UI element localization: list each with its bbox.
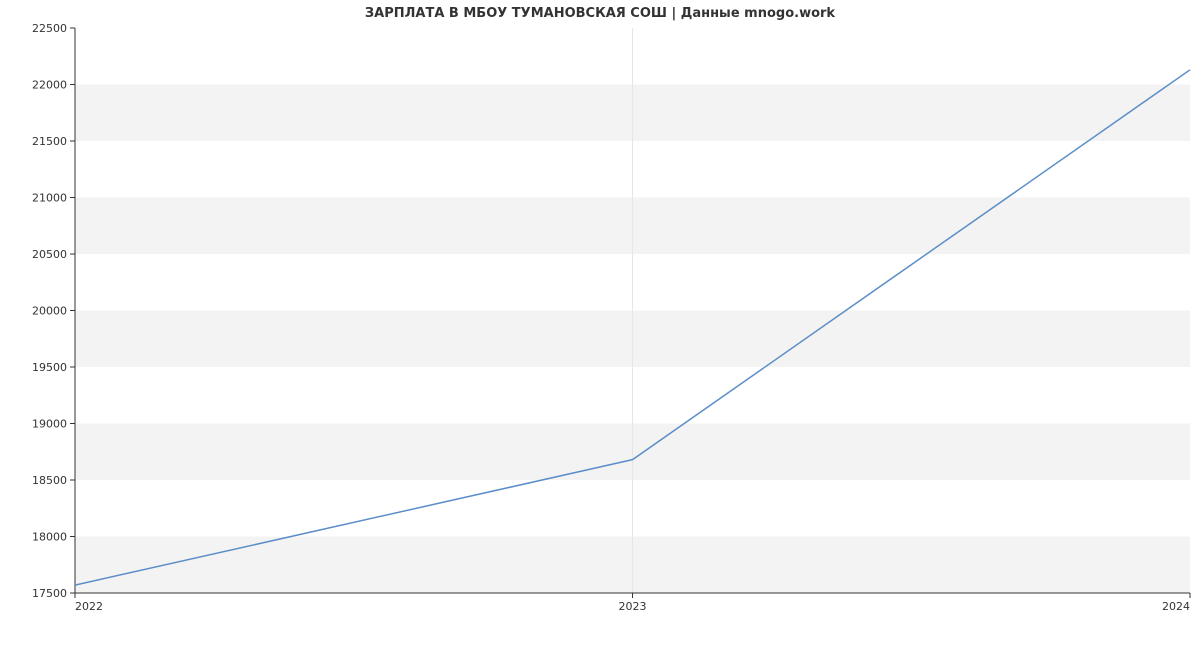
y-tick-label: 22500 bbox=[32, 22, 67, 35]
y-tick-label: 19500 bbox=[32, 361, 67, 374]
salary-line-chart: ЗАРПЛАТА В МБОУ ТУМАНОВСКАЯ СОШ | Данные… bbox=[0, 0, 1200, 650]
y-tick-label: 18000 bbox=[32, 531, 67, 544]
x-tick-label: 2024 bbox=[1162, 600, 1190, 613]
y-tick-label: 17500 bbox=[32, 587, 67, 600]
y-tick-label: 20500 bbox=[32, 248, 67, 261]
y-tick-label: 20000 bbox=[32, 305, 67, 318]
x-tick-label: 2022 bbox=[75, 600, 103, 613]
y-tick-label: 21500 bbox=[32, 135, 67, 148]
y-tick-label: 19000 bbox=[32, 418, 67, 431]
y-tick-label: 18500 bbox=[32, 474, 67, 487]
y-tick-label: 21000 bbox=[32, 192, 67, 205]
chart-svg: 17500 18000 18500 19000 19500 20000 20500 21000… bbox=[0, 0, 1200, 650]
x-tick-label: 2023 bbox=[619, 600, 647, 613]
chart-title: ЗАРПЛАТА В МБОУ ТУМАНОВСКАЯ СОШ | Данные… bbox=[0, 6, 1200, 21]
y-tick-label: 22000 bbox=[32, 79, 67, 92]
